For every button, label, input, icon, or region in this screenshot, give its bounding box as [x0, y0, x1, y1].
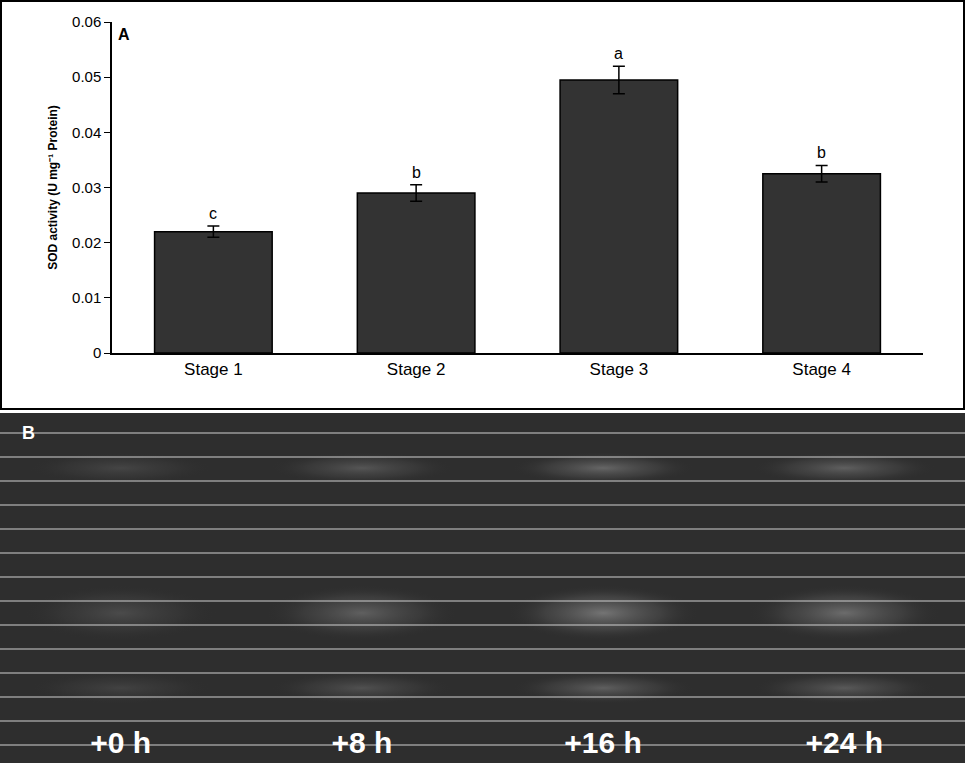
svg-text:A: A	[118, 26, 130, 43]
svg-text:0.02: 0.02	[72, 234, 101, 251]
svg-text:0.04: 0.04	[72, 124, 101, 141]
svg-text:0.01: 0.01	[72, 289, 101, 306]
svg-text:b: b	[412, 164, 421, 181]
svg-text:a: a	[614, 45, 623, 62]
svg-text:0.03: 0.03	[72, 179, 101, 196]
svg-text:+16 h: +16 h	[564, 726, 642, 759]
svg-text:Stage 3: Stage 3	[590, 360, 649, 379]
svg-text:Stage 2: Stage 2	[387, 360, 446, 379]
svg-text:+0 h: +0 h	[90, 726, 151, 759]
svg-text:+24 h: +24 h	[806, 726, 884, 759]
svg-text:Stage 1: Stage 1	[184, 360, 243, 379]
svg-text:0.06: 0.06	[72, 13, 101, 30]
svg-text:c: c	[209, 205, 217, 222]
svg-text:0.05: 0.05	[72, 68, 101, 85]
svg-text:Stage 4: Stage 4	[792, 360, 851, 379]
svg-text:SOD activity (U mg⁻¹ Protein): SOD activity (U mg⁻¹ Protein)	[46, 105, 60, 270]
svg-text:B: B	[22, 423, 35, 443]
svg-text:b: b	[817, 144, 826, 161]
svg-text:0: 0	[93, 344, 101, 361]
svg-text:+8 h: +8 h	[331, 726, 392, 759]
